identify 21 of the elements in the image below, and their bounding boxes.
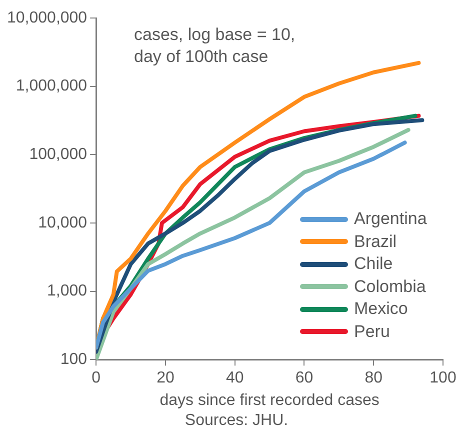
y-tick-label: 1,000,000 <box>16 78 88 95</box>
x-axis-title: days since first recorded cases <box>160 392 380 409</box>
y-tick-label: 10,000 <box>38 214 88 232</box>
x-tick-label: 100 <box>430 370 456 387</box>
annotation: cases, log base = 10, day of 100th case <box>134 24 296 68</box>
legend-label: Brazil <box>354 230 397 252</box>
legend-label: Peru <box>354 320 390 342</box>
x-tick-label: 0 <box>92 370 101 387</box>
legend-label: Mexico <box>354 298 408 320</box>
x-tick-label: 60 <box>295 370 314 387</box>
legend-label: Argentina <box>354 208 427 230</box>
legend-label: Colombia <box>354 276 426 298</box>
x-tick-label: 40 <box>226 370 244 387</box>
y-tick-label: 10,000,000 <box>7 9 88 26</box>
y-tick-label: 1,000 <box>47 282 88 300</box>
x-tick-label: 80 <box>364 370 383 387</box>
y-tick-label: 100,000 <box>29 146 88 164</box>
source-note: Sources: JHU. <box>184 412 290 430</box>
y-tick-label: 100 <box>60 351 88 368</box>
x-tick-label: 20 <box>156 370 174 387</box>
legend-label: Chile <box>354 253 393 275</box>
